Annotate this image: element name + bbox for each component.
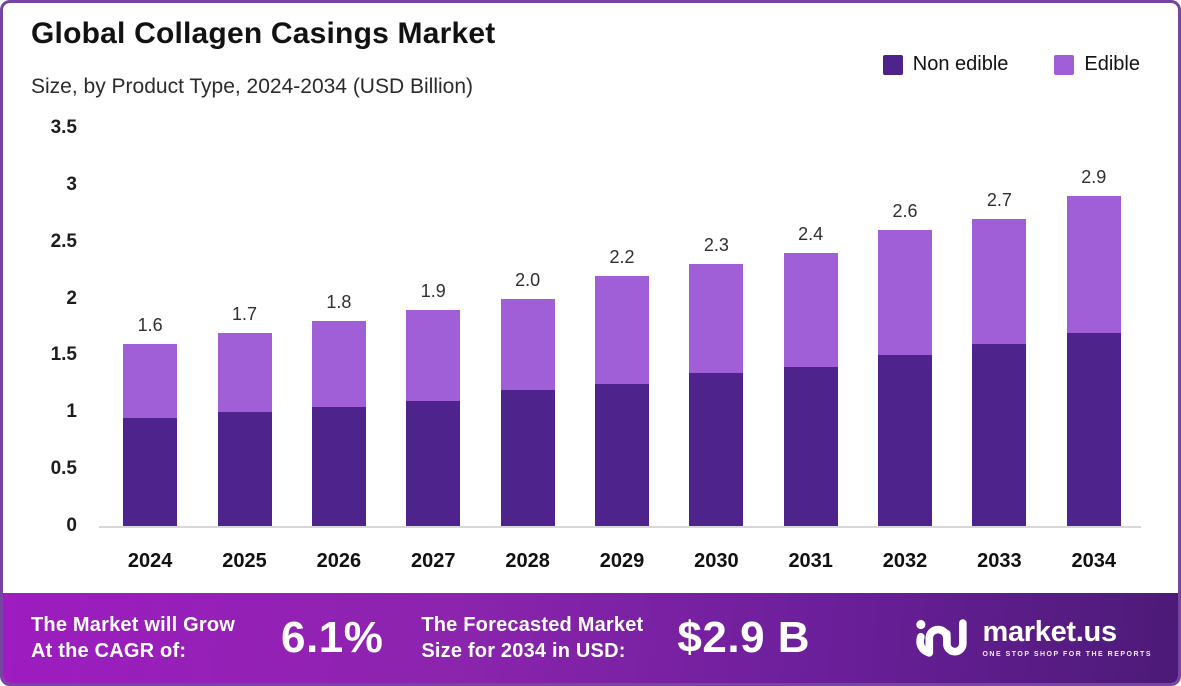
stacked-bar-plot: 1.6 1.7 1.8 1.9 2.0 2.2 2.3 2.4 2.6 2.7 2.9 bbox=[103, 128, 1141, 526]
stacked-bar-2027: 1.9 bbox=[406, 281, 461, 526]
page-title: Global Collagen Casings Market bbox=[31, 17, 496, 50]
segment-non-edible-2031 bbox=[783, 366, 838, 526]
bar-total-label: 2.0 bbox=[515, 269, 541, 290]
bar-column-2031: 2.4 bbox=[764, 128, 858, 526]
marketus-logo-text: market.us ONE STOP SHOP FOR THE REPORTS bbox=[982, 616, 1152, 659]
bar-total-label: 1.7 bbox=[232, 303, 258, 324]
bar-total-label: 2.9 bbox=[1081, 167, 1107, 188]
y-tick-label: 2 bbox=[66, 287, 77, 309]
y-tick-label: 0.5 bbox=[50, 458, 77, 480]
segment-edible-2027 bbox=[406, 309, 461, 401]
x-tick-label-2025: 2025 bbox=[222, 550, 267, 572]
bar-column-2027: 1.9 bbox=[386, 128, 480, 526]
stacked-bar-2025: 1.7 bbox=[217, 304, 272, 526]
segment-non-edible-2033 bbox=[972, 344, 1027, 526]
footer-banner: The Market will Grow At the CAGR of: 6.1… bbox=[3, 593, 1178, 683]
bar-column-2026: 1.8 bbox=[292, 128, 386, 526]
marketus-logo-mark-icon bbox=[914, 613, 972, 664]
segment-edible-2032 bbox=[878, 230, 933, 356]
segment-edible-2030 bbox=[689, 264, 744, 373]
bar-column-2030: 2.3 bbox=[669, 128, 763, 526]
legend-label: Edible bbox=[1084, 53, 1140, 75]
legend-item-non-edible: Non edible bbox=[882, 53, 1009, 76]
y-tick-label: 1.5 bbox=[50, 344, 77, 366]
stacked-bar-2026: 1.8 bbox=[311, 292, 366, 526]
bar-column-2033: 2.7 bbox=[952, 128, 1046, 526]
bar-column-2029: 2.2 bbox=[575, 128, 669, 526]
cagr-value: 6.1% bbox=[281, 613, 384, 662]
bar-total-label: 1.9 bbox=[420, 280, 446, 301]
legend-label: Non edible bbox=[912, 53, 1009, 75]
x-tick-label-2032: 2032 bbox=[882, 550, 928, 572]
x-tick-label-2028: 2028 bbox=[505, 550, 550, 572]
y-tick-label: 2.5 bbox=[50, 230, 77, 252]
segment-edible-2034 bbox=[1066, 196, 1121, 333]
stacked-bar-2028: 2.0 bbox=[500, 270, 555, 526]
segment-edible-2033 bbox=[972, 218, 1027, 345]
marketus-logo-name: market.us bbox=[982, 616, 1117, 648]
chart-legend: Non edible Edible bbox=[882, 53, 1140, 76]
segment-non-edible-2034 bbox=[1066, 332, 1121, 526]
segment-edible-2028 bbox=[500, 298, 555, 390]
segment-non-edible-2030 bbox=[689, 372, 744, 526]
x-tick-label-2029: 2029 bbox=[599, 550, 645, 572]
y-axis: 3.5 3 2.5 2 1.5 1 0.5 0 bbox=[3, 117, 77, 536]
stacked-bar-2034: 2.9 bbox=[1066, 167, 1121, 526]
stacked-bar-2024: 1.6 bbox=[123, 315, 178, 526]
segment-edible-2031 bbox=[783, 253, 838, 367]
bar-total-label: 2.4 bbox=[798, 224, 824, 245]
stacked-bar-2033: 2.7 bbox=[972, 190, 1027, 526]
x-tick-label-2027: 2027 bbox=[411, 550, 456, 572]
bar-total-label: 1.8 bbox=[326, 292, 352, 313]
segment-non-edible-2027 bbox=[406, 400, 461, 526]
marketus-logo-tagline: ONE STOP SHOP FOR THE REPORTS bbox=[982, 651, 1152, 658]
y-tick-label: 3 bbox=[66, 173, 77, 195]
bar-total-label: 1.6 bbox=[137, 315, 163, 336]
bar-total-label: 2.2 bbox=[609, 246, 635, 267]
bar-total-label: 2.7 bbox=[986, 189, 1012, 210]
edible-swatch-icon bbox=[1054, 54, 1075, 75]
x-tick-label-2026: 2026 bbox=[316, 550, 362, 572]
bar-column-2024: 1.6 bbox=[103, 128, 197, 526]
bar-total-label: 2.6 bbox=[892, 201, 918, 222]
segment-non-edible-2032 bbox=[878, 355, 933, 526]
x-axis-baseline bbox=[99, 526, 1141, 528]
bar-column-2032: 2.6 bbox=[858, 128, 952, 526]
y-tick-label: 1 bbox=[66, 401, 77, 423]
x-tick-label-2033: 2033 bbox=[977, 550, 1022, 572]
x-tick-label-2031: 2031 bbox=[788, 550, 833, 572]
segment-edible-2029 bbox=[594, 275, 649, 384]
segment-non-edible-2028 bbox=[500, 389, 555, 526]
x-tick-label-2024: 2024 bbox=[127, 550, 173, 572]
chart-subtitle: Size, by Product Type, 2024-2034 (USD Bi… bbox=[31, 75, 474, 98]
x-tick-label-2030: 2030 bbox=[694, 550, 739, 572]
legend-item-edible: Edible bbox=[1054, 53, 1140, 76]
bar-column-2025: 1.7 bbox=[197, 128, 291, 526]
stacked-bar-2029: 2.2 bbox=[594, 247, 649, 526]
stacked-bar-2032: 2.6 bbox=[878, 201, 933, 526]
segment-edible-2024 bbox=[123, 344, 178, 418]
segment-non-edible-2026 bbox=[311, 406, 366, 526]
x-axis: 2024 2025 2026 2027 2028 2029 2030 2031 2032 2033… bbox=[103, 550, 1141, 573]
segment-edible-2025 bbox=[217, 332, 272, 413]
segment-edible-2026 bbox=[311, 321, 366, 407]
forecast-value: $2.9 B bbox=[677, 613, 811, 662]
forecast-label: The Forecasted Market Size for 2034 in U… bbox=[421, 614, 644, 662]
y-tick-label: 0 bbox=[66, 515, 77, 536]
bar-total-label: 2.3 bbox=[703, 235, 729, 256]
cagr-label: The Market will Grow At the CAGR of: bbox=[31, 614, 236, 662]
stacked-bar-2031: 2.4 bbox=[783, 224, 838, 526]
bar-column-2034: 2.9 bbox=[1047, 128, 1141, 526]
y-tick-label: 3.5 bbox=[50, 117, 77, 138]
stacked-bar-2030: 2.3 bbox=[689, 235, 744, 526]
bar-column-2028: 2.0 bbox=[480, 128, 574, 526]
marketus-logo: market.us ONE STOP SHOP FOR THE REPORTS bbox=[914, 613, 1152, 664]
non-edible-swatch-icon bbox=[882, 54, 903, 75]
x-tick-label-2034: 2034 bbox=[1071, 550, 1117, 572]
segment-non-edible-2029 bbox=[594, 383, 649, 526]
segment-non-edible-2025 bbox=[217, 412, 272, 526]
segment-non-edible-2024 bbox=[123, 417, 178, 526]
